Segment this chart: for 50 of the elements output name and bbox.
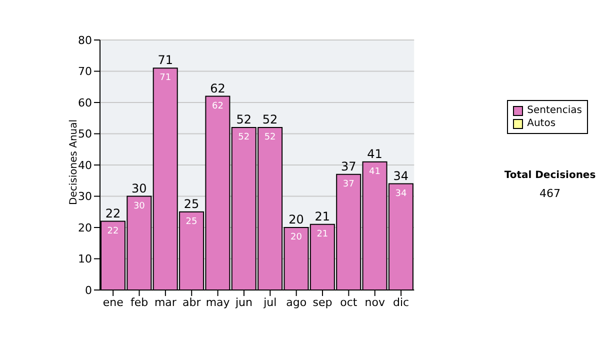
total-label: 52 — [236, 112, 252, 126]
data-label: 22 — [107, 226, 119, 236]
x-tick-label: abr — [182, 296, 202, 309]
y-axis-title: Decisiones Anual — [68, 119, 80, 205]
data-label: 21 — [316, 229, 328, 240]
y-tick-label: 20 — [78, 221, 92, 234]
data-label: 30 — [133, 201, 146, 212]
total-label: 30 — [132, 181, 147, 196]
legend-label: Autos — [527, 117, 556, 130]
x-tick-label: jul — [262, 296, 277, 309]
x-tick-label: may — [206, 296, 230, 309]
total-label: 22 — [105, 206, 121, 220]
data-label: 37 — [342, 179, 354, 190]
total-label: 52 — [262, 112, 278, 126]
y-tick-label: 80 — [78, 34, 92, 47]
data-label: 25 — [186, 216, 198, 227]
y-tick-label: 40 — [78, 158, 92, 172]
y-tick-label: 30 — [78, 190, 92, 204]
data-label: 41 — [369, 166, 380, 177]
y-tick-label: 60 — [78, 96, 92, 110]
x-tick-label: oct — [340, 296, 358, 309]
text: 467 — [538, 187, 562, 200]
x-tick-label: dic — [392, 296, 410, 309]
y-tick-label: 0 — [85, 284, 92, 297]
x-tick-label: mar — [154, 296, 177, 309]
x-tick-label: jun — [234, 296, 252, 309]
x-tick-label: ago — [286, 296, 307, 309]
total-label: 62 — [210, 81, 226, 96]
total-label: 20 — [288, 212, 304, 226]
total-label: 71 — [158, 53, 173, 68]
y-tick-label: 50 — [78, 128, 92, 141]
total-label: 25 — [184, 196, 200, 211]
data-label: 20 — [290, 232, 302, 242]
data-label: 71 — [160, 73, 172, 84]
x-tick-label: sep — [312, 296, 332, 309]
data-label: 62 — [212, 101, 224, 112]
x-tick-label: feb — [130, 296, 148, 309]
total-label: 34 — [393, 168, 409, 183]
x-tick-label: nov — [364, 296, 386, 309]
data-label: 52 — [238, 132, 250, 142]
y-tick-label: 10 — [78, 252, 92, 266]
total-label: 41 — [367, 146, 382, 161]
total-label: 37 — [340, 159, 356, 174]
y-tick-label: 70 — [78, 65, 92, 78]
x-tick-label: ene — [102, 296, 124, 309]
data-label: 34 — [395, 188, 407, 199]
data-label: 52 — [264, 132, 276, 142]
total-label: 21 — [314, 209, 330, 224]
text: Total Decisiones — [503, 170, 597, 181]
legend-label: Sentencias — [527, 104, 582, 117]
